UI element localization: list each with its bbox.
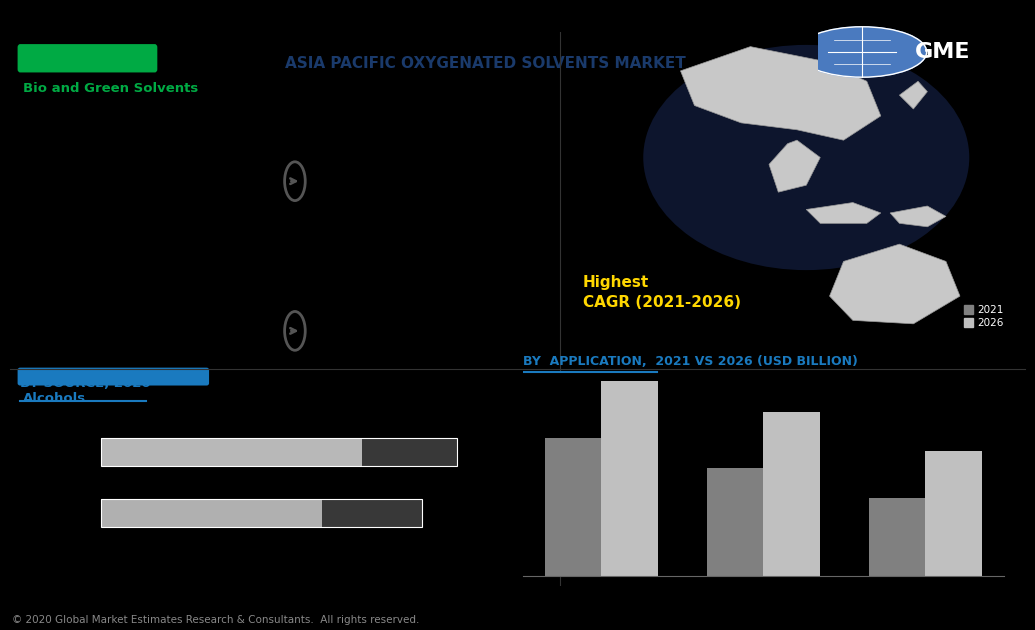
Point [516, 369, 529, 376]
Bar [868, 498, 925, 576]
Polygon shape [681, 47, 881, 140]
Point [651, 369, 663, 376]
Polygon shape [806, 203, 881, 224]
Text: Alcohol-based oxygenated
solvents are majorly used in
various industries and are: Alcohol-based oxygenated solvents are ma… [23, 423, 203, 513]
Text: Bio and green solvents is the
largest market segment as
per the type outlook: Bio and green solvents is the largest ma… [23, 129, 205, 180]
Polygon shape [830, 244, 960, 324]
Text: Alcohols: Alcohols [23, 392, 86, 405]
Point [140, 398, 152, 405]
Bar [544, 438, 601, 576]
Point [14, 398, 27, 405]
Text: Highest
CAGR (2021-2026): Highest CAGR (2021-2026) [583, 275, 741, 310]
Bar [601, 381, 658, 576]
Text: Bio and Green Solvents: Bio and Green Solvents [23, 82, 198, 95]
Bar [925, 451, 982, 576]
Bar [763, 412, 820, 576]
Text: BY  APPLICATION,  2021 VS 2026 (USD BILLION): BY APPLICATION, 2021 VS 2026 (USD BILLIO… [523, 355, 858, 368]
FancyBboxPatch shape [100, 499, 322, 527]
Circle shape [798, 26, 926, 77]
Legend: 2021, 2026: 2021, 2026 [964, 306, 1004, 328]
Polygon shape [769, 140, 821, 192]
FancyBboxPatch shape [18, 368, 209, 386]
Text: © 2020 Global Market Estimates Research & Consultants.  All rights reserved.: © 2020 Global Market Estimates Research … [12, 615, 420, 625]
Text: ASIA PACIFIC OXYGENATED SOLVENTS MARKET: ASIA PACIFIC OXYGENATED SOLVENTS MARKET [285, 55, 685, 71]
Ellipse shape [644, 45, 970, 270]
Polygon shape [890, 206, 946, 227]
Polygon shape [899, 81, 927, 109]
Bar [707, 468, 763, 576]
FancyBboxPatch shape [362, 438, 457, 466]
FancyBboxPatch shape [322, 499, 422, 527]
Text: GME: GME [915, 42, 971, 62]
Text: BY SOURCE, 2020: BY SOURCE, 2020 [21, 377, 151, 390]
FancyBboxPatch shape [18, 44, 157, 72]
FancyBboxPatch shape [100, 438, 362, 466]
